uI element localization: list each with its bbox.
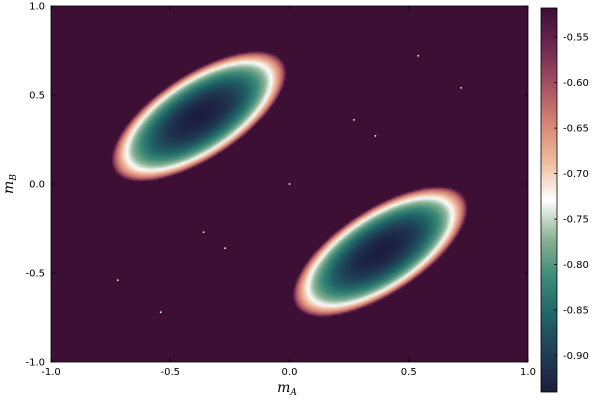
x-axis-ticks: -1.0 -0.5 0.0 0.5 1.0: [41, 6, 536, 378]
colorbar-tick-label: -0.70: [563, 169, 589, 180]
y-axis-ticks: -1.0 -0.5 0.0 0.5 1.0: [25, 2, 528, 369]
x-tick-label: 1.0: [520, 367, 536, 378]
y-tick-label: -0.5: [25, 269, 45, 280]
data-point: [417, 54, 420, 57]
colorbar-tick-label: -0.55: [563, 33, 589, 44]
data-point: [202, 231, 205, 234]
scatter-points: [116, 54, 463, 314]
colorbar-ticks: -0.90 -0.85 -0.80 -0.75 -0.70 -0.65 -0.60 -0.55: [554, 33, 589, 362]
data-point: [224, 247, 227, 250]
y-tick-label: 0.0: [29, 180, 45, 191]
colorbar-tick-label: -0.85: [563, 306, 589, 317]
colorbar: -0.90 -0.85 -0.80 -0.75 -0.70 -0.65 -0.60 -0.55: [540, 7, 589, 393]
colorbar-tick-label: -0.80: [563, 260, 589, 271]
plot-area: [50, 5, 529, 363]
data-point: [288, 183, 291, 185]
data-point: [159, 311, 162, 314]
y-tick-label: 0.5: [29, 91, 45, 102]
y-tick-label: 1.0: [29, 2, 45, 13]
data-point: [460, 87, 463, 89]
colorbar-tick-label: -0.90: [563, 351, 589, 362]
y-axis-label: mB: [1, 174, 19, 194]
colorbar-gradient: [540, 7, 558, 393]
x-tick-label: 0.0: [282, 367, 298, 378]
x-tick-label: 0.5: [401, 367, 417, 378]
colorbar-tick-label: -0.75: [563, 215, 589, 226]
x-axis-label: mA: [277, 380, 297, 398]
x-tick-label: -1.0: [41, 367, 61, 378]
y-tick-label: -1.0: [25, 358, 45, 369]
x-tick-label: -0.5: [160, 367, 180, 378]
data-point: [353, 119, 355, 121]
colorbar-tick-label: -0.60: [563, 78, 589, 89]
colorbar-tick-label: -0.65: [563, 124, 589, 135]
data-point: [374, 135, 377, 137]
data-point: [116, 279, 119, 281]
